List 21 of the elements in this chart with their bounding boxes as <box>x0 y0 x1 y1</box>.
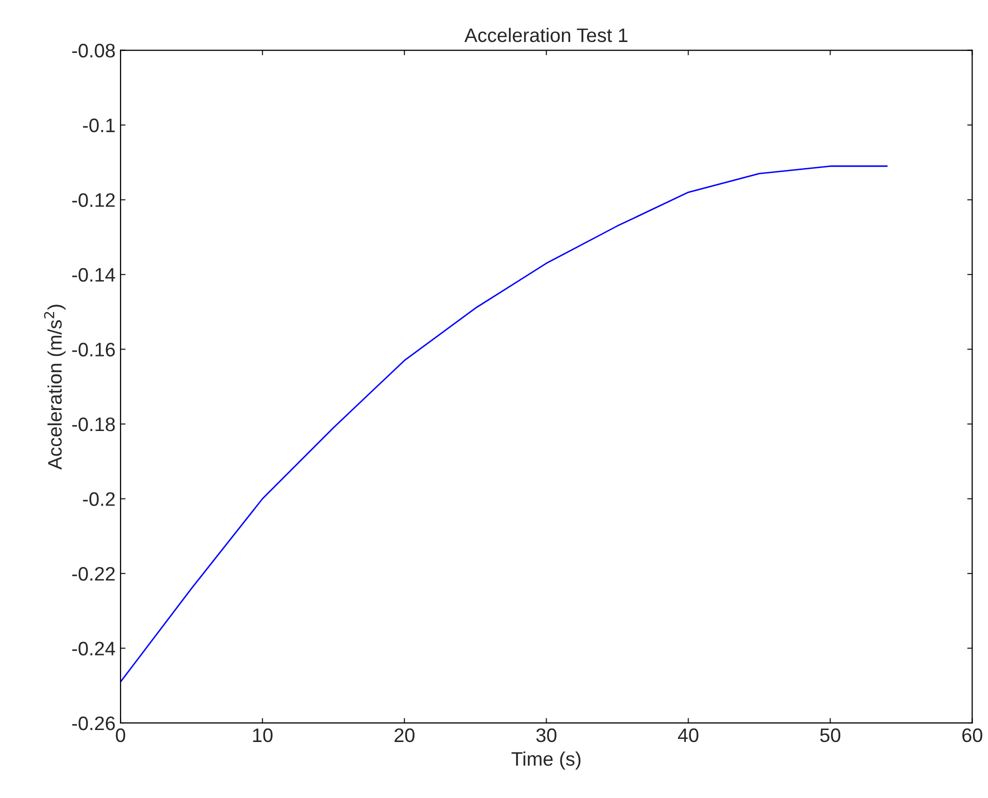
line-series <box>120 165 888 683</box>
x-tick-label: 30 <box>536 728 556 742</box>
y-axis-title: Acceleration (m/s$^{2}$) <box>44 304 66 470</box>
x-tick-label: 60 <box>962 728 982 742</box>
y-tick-label: -0.12 <box>72 193 115 208</box>
y-tick-label: -0.14 <box>72 268 116 282</box>
x-tick-label: 40 <box>678 728 698 742</box>
x-tick-label: 50 <box>820 728 840 742</box>
x-tick-label: 0 <box>116 728 126 742</box>
y-tick-label: -0.1 <box>83 118 115 132</box>
x-axis-title: Time (s) <box>512 752 580 770</box>
x-tick-label: 20 <box>394 728 414 742</box>
y-tick-label: -0.26 <box>72 716 115 730</box>
y-tick-label: -0.24 <box>72 642 116 656</box>
chart-title: Acceleration Test 1 <box>464 28 628 42</box>
y-tick-label: -0.2 <box>83 492 115 506</box>
x-tick-label: 10 <box>253 728 273 742</box>
y-tick-label: -0.08 <box>72 44 115 58</box>
y-tick-label: -0.16 <box>72 342 115 356</box>
y-tick-label: -0.18 <box>72 417 115 432</box>
y-tick-label: -0.22 <box>72 566 115 581</box>
